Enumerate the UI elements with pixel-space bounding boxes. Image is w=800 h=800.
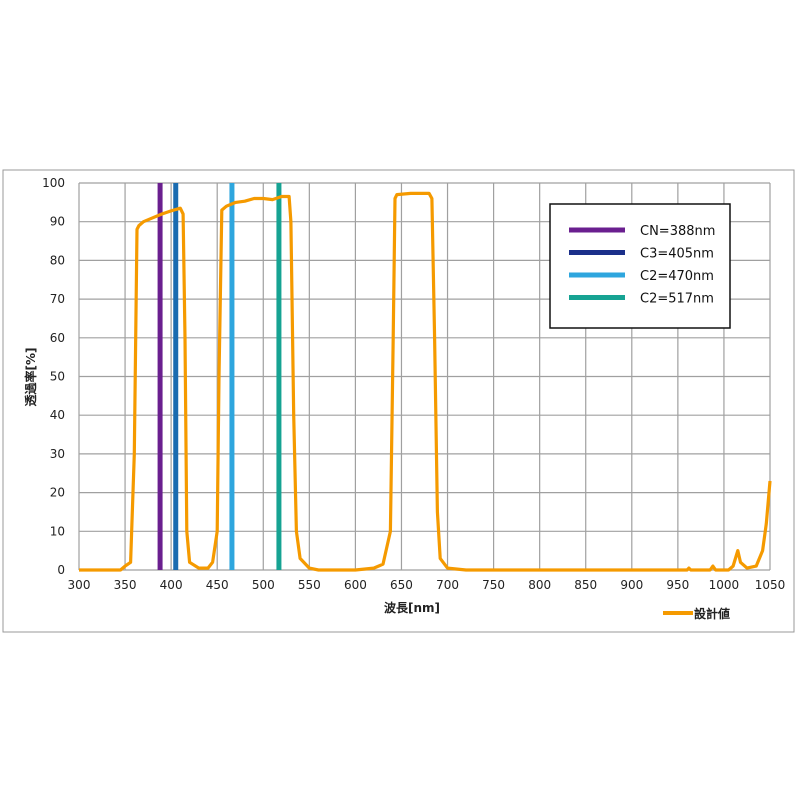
series-line: [79, 191, 772, 572]
y-tick-label: 30: [50, 447, 65, 461]
x-tick-label: 1000: [709, 578, 740, 592]
legend-label: C3=405nm: [640, 247, 714, 262]
x-tick-label: 800: [528, 578, 551, 592]
legend-label: CN=388nm: [640, 224, 715, 239]
x-tick-label: 900: [620, 578, 643, 592]
y-tick-label: 50: [50, 370, 65, 384]
y-tick-label: 0: [57, 563, 65, 577]
y-tick-label: 80: [50, 253, 65, 267]
x-tick-label: 350: [114, 578, 137, 592]
x-tick-label: 300: [68, 578, 91, 592]
series-legend-label: 設計値: [694, 606, 730, 621]
x-tick-label: 550: [298, 578, 321, 592]
x-tick-label: 500: [252, 578, 275, 592]
y-tick-label: 100: [42, 176, 65, 190]
x-tick-label: 850: [574, 578, 597, 592]
y-tick-label: 90: [50, 215, 65, 229]
x-tick-label: 450: [206, 578, 229, 592]
x-tick-label: 1050: [755, 578, 786, 592]
legend-box: [549, 203, 731, 329]
y-tick-label: 40: [50, 408, 65, 422]
y-tick-label: 10: [50, 524, 65, 538]
x-tick-label: 600: [344, 578, 367, 592]
y-tick-label: 60: [50, 331, 65, 345]
x-tick-label: 700: [436, 578, 459, 592]
x-tick-label: 950: [666, 578, 689, 592]
y-tick-label: 20: [50, 486, 65, 500]
y-axis-label: 透過率[%]: [23, 348, 38, 407]
legend-label: C2=517nm: [640, 292, 714, 307]
x-tick-label: 750: [482, 578, 505, 592]
x-axis-label: 波長[nm]: [384, 600, 440, 615]
y-tick-label: 70: [50, 292, 65, 306]
legend-label: C2=470nm: [640, 269, 714, 284]
x-tick-label: 400: [160, 578, 183, 592]
x-tick-label: 650: [390, 578, 413, 592]
